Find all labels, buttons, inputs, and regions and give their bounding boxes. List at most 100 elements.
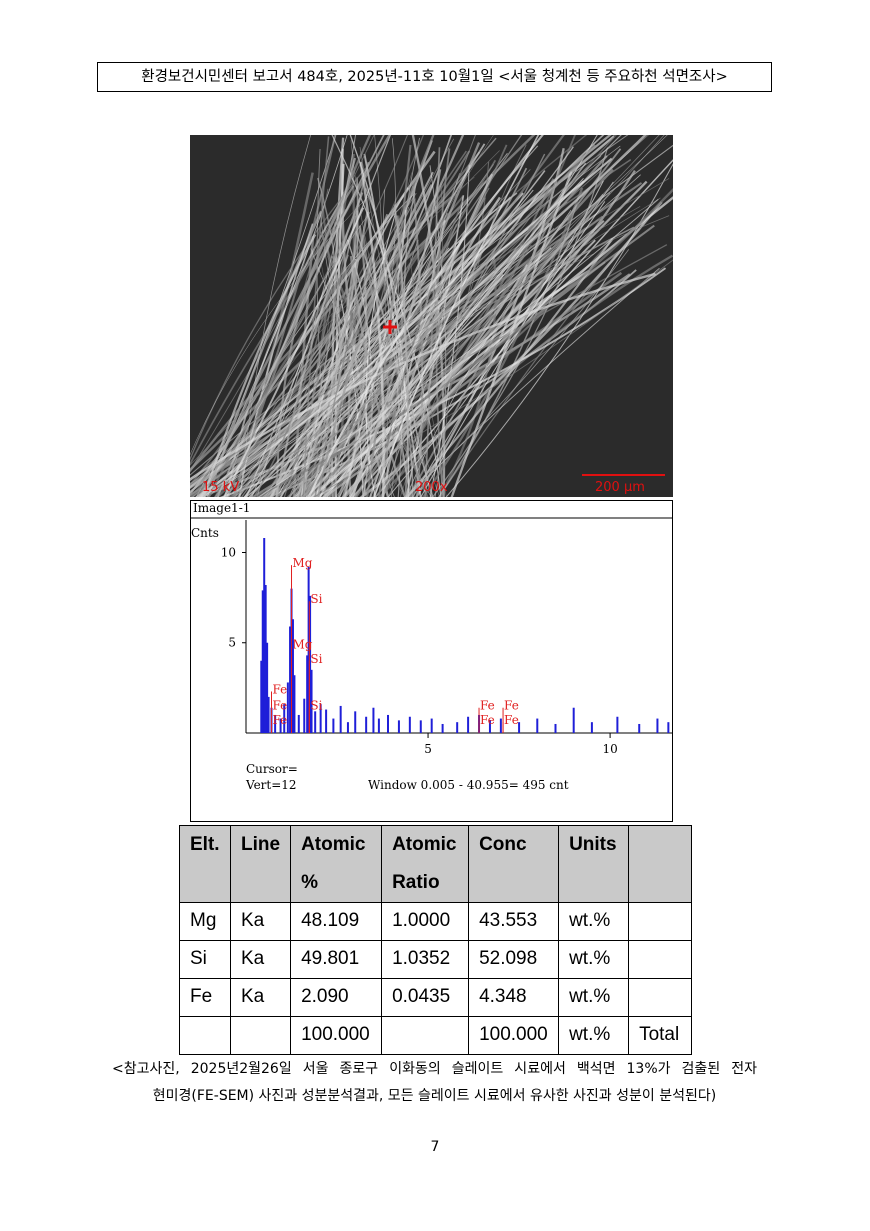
cell: 4.348	[468, 978, 560, 1017]
header-cell: Units	[558, 825, 630, 903]
fiber	[302, 136, 330, 497]
fiber	[190, 178, 670, 486]
fiber	[421, 187, 584, 497]
fiber	[322, 170, 636, 497]
element-label: Fe	[480, 713, 495, 727]
cell: 52.098	[468, 940, 560, 979]
fiber	[190, 208, 347, 466]
fiber	[431, 147, 609, 497]
fiber	[200, 170, 546, 497]
y-tick-label: 10	[221, 545, 236, 559]
fiber	[383, 189, 434, 497]
fiber	[190, 167, 367, 462]
page-number: 7	[430, 1139, 440, 1155]
cell: 0.0435	[381, 978, 470, 1017]
cell: Mg	[179, 902, 231, 941]
fiber	[349, 256, 407, 497]
fiber	[359, 162, 385, 497]
cell: Si	[179, 940, 231, 979]
sem-scale: 200 μm	[595, 480, 645, 495]
element-label: Si	[310, 652, 322, 666]
header-title: 환경보건시민센터 보고서 484호, 2025년-11호 10월1일 <서울 청…	[97, 62, 772, 92]
header-cell: Atomic Ratio	[381, 825, 470, 903]
sem-voltage: 15 kV	[202, 480, 239, 495]
fiber	[257, 198, 659, 497]
cell: Fe	[179, 978, 231, 1017]
fiber	[269, 184, 434, 497]
cursor-cross	[383, 320, 397, 334]
cell	[628, 978, 693, 1017]
fiber	[270, 135, 465, 497]
fiber	[317, 135, 435, 497]
fiber	[283, 234, 348, 497]
fiber	[393, 204, 409, 497]
cursor-label: Cursor=	[246, 762, 298, 776]
element-label: Mg	[293, 637, 313, 651]
window-label: Window 0.005 - 40.955= 495 cnt	[368, 778, 569, 792]
fiber	[366, 144, 412, 497]
cell: wt.%	[558, 978, 630, 1017]
fiber	[190, 197, 661, 496]
fiber	[359, 147, 434, 497]
fiber	[338, 261, 456, 497]
spectrum-panel: Image1-1 Cnts Cursor= Vert=12 Window 0.0…	[190, 500, 673, 822]
cell	[229, 1016, 292, 1055]
fiber	[222, 215, 670, 497]
fiber	[403, 183, 433, 497]
fiber	[275, 192, 364, 497]
fiber	[254, 187, 673, 497]
fiber	[307, 135, 544, 497]
element-label: Si	[310, 699, 322, 713]
element-label: Mg	[293, 556, 313, 570]
fiber	[407, 222, 550, 497]
vert-label: Vert=12	[245, 778, 297, 792]
fiber	[415, 147, 565, 497]
x-tick-label: 10	[602, 742, 617, 756]
cell: 100.000	[468, 1016, 560, 1055]
cell	[628, 902, 693, 941]
cell: 100.000	[290, 1016, 383, 1055]
cell: 2.090	[290, 978, 383, 1017]
fiber	[360, 148, 622, 497]
fiber	[314, 243, 377, 497]
cell: 48.109	[290, 902, 383, 941]
header-cell	[628, 825, 693, 903]
fiber	[251, 135, 357, 497]
fiber	[332, 170, 356, 497]
fiber	[296, 210, 359, 497]
cell: 43.553	[468, 902, 560, 941]
sem-image: 15 kV 200x 200 μm	[190, 135, 673, 497]
cell: 1.0352	[381, 940, 470, 979]
cell	[381, 1016, 470, 1055]
fiber	[325, 199, 558, 497]
fiber	[191, 155, 602, 497]
fiber	[365, 188, 403, 497]
fiber	[190, 135, 629, 476]
fiber	[396, 137, 421, 497]
composition-table: Elt. Line Atomic % Atomic Ratio Conc Uni…	[179, 825, 693, 1055]
caption-line: 현미경(FE-SEM) 사진과 성분분석결과, 모든 슬레이트 시료에서 유사한…	[152, 1088, 717, 1104]
element-label: Fe	[480, 699, 495, 713]
fiber	[233, 241, 502, 497]
element-label: Si	[310, 592, 322, 606]
header-cell: Line	[229, 825, 292, 903]
fiber	[412, 186, 424, 497]
element-label: Fe	[272, 682, 287, 696]
fibers	[190, 135, 673, 497]
table-row: Mg Ka 48.109 1.0000 43.553 wt.%	[179, 902, 693, 941]
y-tick-label: 5	[228, 636, 236, 650]
x-tick-label: 5	[424, 742, 432, 756]
cell	[628, 940, 693, 979]
cell: wt.%	[558, 1016, 630, 1055]
fiber	[302, 161, 370, 497]
fiber	[190, 135, 375, 472]
spectrum-title: Image1-1	[193, 501, 250, 515]
fiber	[420, 201, 606, 497]
y-axis-label: Cnts	[191, 526, 219, 540]
cell: Total	[628, 1016, 693, 1055]
fiber	[350, 169, 442, 497]
sem-magnification: 200x	[415, 480, 448, 495]
fiber	[406, 227, 447, 497]
header-cell: Atomic %	[290, 825, 383, 903]
